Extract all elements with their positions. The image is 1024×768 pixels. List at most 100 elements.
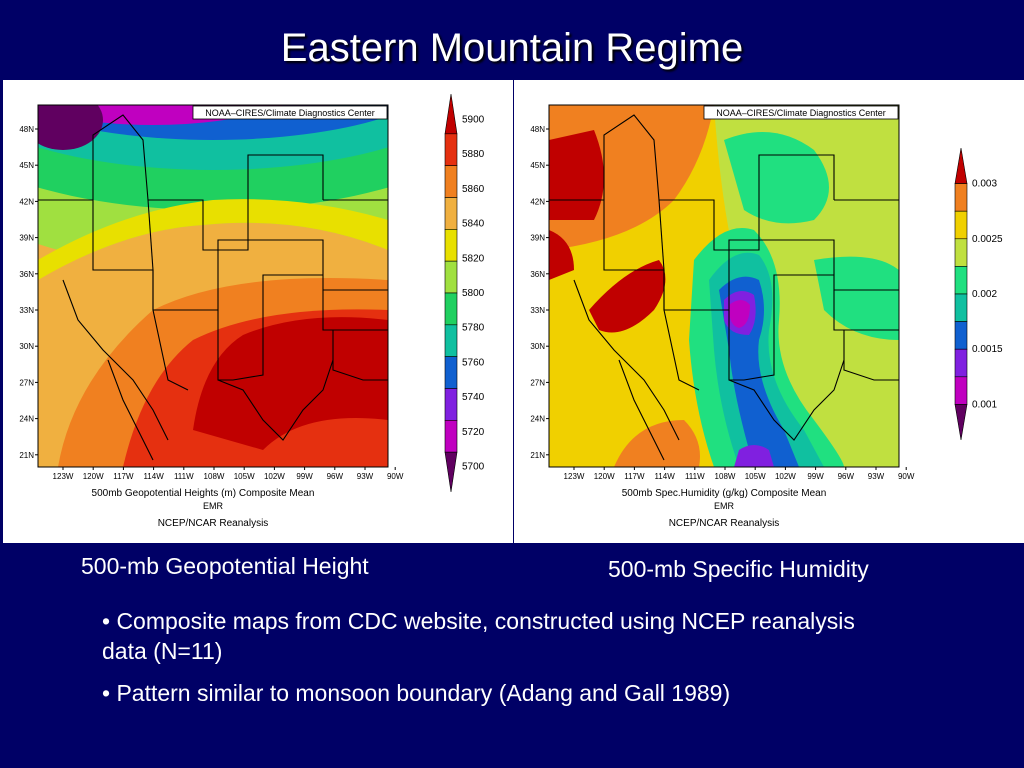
specific-humidity-map: NOAA–CIRES/Climate Diagnostics Center 48… <box>530 104 1003 529</box>
state-boundaries <box>38 114 388 461</box>
colorbar-swatch <box>444 229 458 262</box>
colorbar-swatch <box>444 388 458 421</box>
longitude-label: 111W <box>174 472 194 481</box>
latitude-label: 27N <box>530 378 545 387</box>
geopotential-height-map: NOAA–CIRES/Climate Diagnostics Center 48… <box>19 93 485 529</box>
longitude-label: 99W <box>296 472 313 481</box>
latitude-label: 33N <box>530 306 545 315</box>
colorbar-swatch <box>444 451 458 493</box>
longitude-label: 96W <box>327 472 344 481</box>
colorbar-swatch <box>954 210 968 240</box>
colorbar-swatch <box>444 292 458 326</box>
longitude-label: 99W <box>807 472 824 481</box>
latitude-label: 48N <box>19 125 34 134</box>
longitude-label: 117W <box>624 472 645 481</box>
colorbar-swatch <box>444 93 458 135</box>
latitude-label: 27N <box>19 378 34 387</box>
colorbar-swatch <box>954 376 968 405</box>
colorbar-label: 0.0025 <box>972 234 1003 245</box>
longitude-axis-labels: 123W 120W 117W 114W 111W 108W 105W 102W 99W 96W 93… <box>53 467 404 481</box>
colorbar-label: 5720 <box>462 427 485 438</box>
colorbar-swatch <box>444 260 458 294</box>
colorbar-swatch <box>954 293 968 322</box>
longitude-label: 123W <box>53 472 74 481</box>
latitude-label: 21N <box>530 451 545 460</box>
longitude-axis-labels: 123W 120W 117W 114W 111W 108W 105W 102W 99W 96W 93… <box>564 467 915 481</box>
height-contour-fill <box>38 105 388 467</box>
latitude-label: 48N <box>530 125 545 134</box>
latitude-label: 45N <box>530 161 545 170</box>
latitude-label: 24N <box>530 415 545 424</box>
colorbar-swatch <box>954 266 968 295</box>
colorbar-swatch <box>954 147 968 184</box>
slide-title: Eastern Mountain Regime <box>280 26 744 70</box>
colorbar-swatch <box>444 324 458 357</box>
colorbar-label: 0.002 <box>972 289 997 300</box>
map-credit: NOAA–CIRES/Climate Diagnostics Center <box>716 108 886 118</box>
colorbar-label: 5780 <box>462 323 485 334</box>
colorbar-label: 0.001 <box>972 399 997 410</box>
latitude-label: 30N <box>19 342 34 351</box>
map-footer-regime: EMR <box>203 501 224 511</box>
colorbar-label: 5820 <box>462 253 485 264</box>
colorbar-label: 5700 <box>462 462 485 473</box>
bullet-item: • Pattern similar to monsoon boundary (A… <box>102 680 731 706</box>
longitude-label: 117W <box>113 472 134 481</box>
latitude-label: 45N <box>19 161 34 170</box>
map-credit: NOAA–CIRES/Climate Diagnostics Center <box>205 108 375 118</box>
map-footer-source: NCEP/NCAR Reanalysis <box>158 518 269 529</box>
geopotential-height-map-panel: NOAA–CIRES/Climate Diagnostics Center 48… <box>3 80 513 543</box>
latitude-label: 42N <box>19 197 34 206</box>
latitude-axis-labels: 48N 45N 42N 39N 36N 33N 30N 27N 24N 21N <box>530 125 549 460</box>
latitude-label: 36N <box>530 270 545 279</box>
colorbar-swatch <box>954 348 968 378</box>
colorbar-swatch <box>954 183 968 212</box>
longitude-label: 105W <box>745 472 766 481</box>
colorbar-label: 5900 <box>462 114 485 125</box>
latitude-label: 21N <box>19 451 34 460</box>
colorbar-swatch <box>444 133 458 166</box>
longitude-label: 93W <box>357 472 374 481</box>
longitude-label: 111W <box>685 472 705 481</box>
colorbar-label: 5760 <box>462 357 485 368</box>
colorbar-swatch <box>954 321 968 350</box>
colorbar-label: 5840 <box>462 219 485 230</box>
map-footer-source: NCEP/NCAR Reanalysis <box>669 518 780 529</box>
colorbar-label: 0.0015 <box>972 344 1003 355</box>
longitude-label: 90W <box>898 472 915 481</box>
latitude-label: 30N <box>530 342 545 351</box>
longitude-label: 108W <box>715 472 736 481</box>
longitude-label: 90W <box>387 472 404 481</box>
longitude-label: 105W <box>234 472 255 481</box>
longitude-label: 120W <box>594 472 615 481</box>
bullet-list: • Composite maps from CDC website, const… <box>102 606 862 720</box>
caption-geopotential-height: 500-mb Geopotential Height <box>81 553 369 579</box>
colorbar-label: 0.003 <box>972 179 997 190</box>
longitude-label: 123W <box>564 472 585 481</box>
map-footer-title: 500mb Geopotential Heights (m) Composite… <box>92 488 315 499</box>
latitude-label: 39N <box>19 234 34 243</box>
humidity-colorbar: 0.003 0.0025 0.002 0.0015 0.001 <box>954 147 1003 441</box>
colorbar-swatch <box>444 197 458 230</box>
state-boundaries <box>549 114 899 461</box>
latitude-axis-labels: 48N 45N 42N 39N 36N 33N 30N 27N 24N 21N <box>19 125 38 460</box>
colorbar-label: 5740 <box>462 392 485 403</box>
humidity-contour-fill <box>549 105 899 467</box>
colorbar-swatch <box>954 404 968 441</box>
bullet-item: • Composite maps from CDC website, const… <box>102 608 855 664</box>
colorbar-swatch <box>444 165 458 198</box>
map-footer-title: 500mb Spec.Humidity (g/kg) Composite Mea… <box>622 488 827 499</box>
longitude-label: 120W <box>83 472 104 481</box>
latitude-label: 24N <box>19 415 34 424</box>
longitude-label: 93W <box>868 472 885 481</box>
longitude-label: 102W <box>775 472 796 481</box>
colorbar-swatch <box>444 356 458 389</box>
colorbar-swatch <box>444 420 458 453</box>
specific-humidity-map-panel: NOAA–CIRES/Climate Diagnostics Center 48… <box>514 80 1024 543</box>
longitude-label: 108W <box>204 472 225 481</box>
latitude-label: 39N <box>530 234 545 243</box>
height-colorbar: 5900 5880 5860 5840 5820 5800 5780 5760 5740 5720… <box>444 93 485 493</box>
latitude-label: 36N <box>19 270 34 279</box>
longitude-label: 96W <box>838 472 855 481</box>
longitude-label: 102W <box>264 472 285 481</box>
